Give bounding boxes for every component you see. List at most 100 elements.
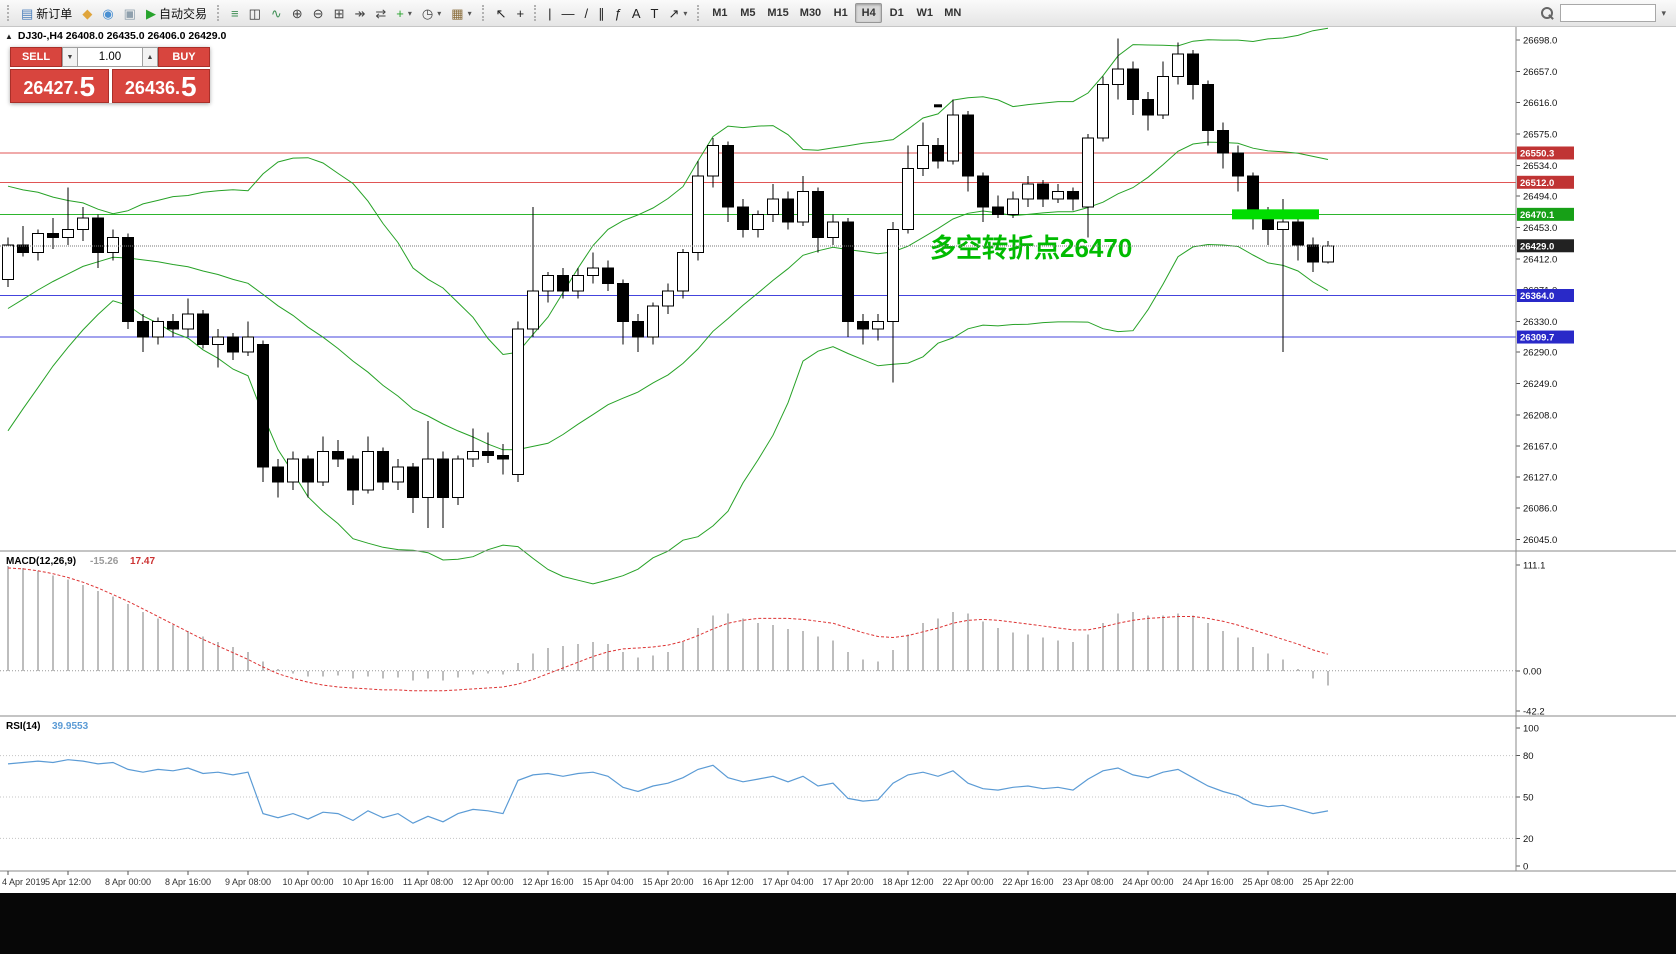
candle: [1322, 245, 1334, 263]
candle: [587, 267, 599, 277]
candle: [392, 466, 404, 483]
line-chart-icon: ∿: [270, 5, 282, 21]
vertical-line-button[interactable]: |: [543, 2, 556, 24]
text-label-icon: T: [650, 5, 659, 21]
templates-dropdown-icon[interactable]: ▾: [467, 8, 472, 18]
timeframe-w1[interactable]: W1: [911, 3, 938, 23]
price-tag: [1517, 146, 1574, 160]
candle: [857, 321, 869, 330]
bollinger-upper: [7, 27, 1329, 356]
trendline-button[interactable]: /: [579, 2, 593, 24]
svg-text:26167.0: 26167.0: [1523, 442, 1557, 453]
toolbar-groups: ▤ 新订单 ◆ ◉ ▣ ▶ 自动交易 ≡ ◫ ∿ ⊕ ⊖ ⊞ ↠ ⇄ + ▾ ◷ ▾ ▦ ▾ ↖ + | — / ∥ ƒ A T ↗ ▾: [4, 2, 694, 24]
buy-button[interactable]: BUY: [158, 47, 210, 67]
candle: [752, 213, 764, 231]
toolbar-grip: [697, 5, 702, 21]
periods-button[interactable]: ◷ ▾: [417, 2, 446, 24]
candle: [212, 336, 224, 345]
svg-text:26330.0: 26330.0: [1523, 317, 1557, 328]
timeframe-m30[interactable]: M30: [795, 3, 826, 23]
svg-text:26249.0: 26249.0: [1523, 379, 1557, 390]
fibonacci-button[interactable]: ƒ: [610, 2, 627, 24]
sell-price[interactable]: 26427. 5: [10, 69, 109, 103]
svg-text:25 Apr 08:00: 25 Apr 08:00: [1242, 877, 1293, 887]
line-chart-button[interactable]: ∿: [266, 2, 287, 24]
toolbar-search-input[interactable]: [1560, 4, 1657, 22]
candle: [992, 206, 1004, 215]
candle: [362, 451, 374, 491]
candle: [842, 221, 854, 323]
zoom-in-button[interactable]: ⊕: [287, 2, 308, 24]
timeframe-mn[interactable]: MN: [939, 3, 966, 23]
svg-text:26045.0: 26045.0: [1523, 535, 1557, 546]
buy-price-frac: 5: [180, 71, 197, 103]
candle: [722, 145, 734, 208]
templates-button[interactable]: ▦ ▾: [446, 2, 476, 24]
equidistant-channel-button[interactable]: ∥: [593, 2, 610, 24]
arrows-dropdown-icon[interactable]: ▾: [683, 8, 688, 18]
svg-text:4 Apr 2019: 4 Apr 2019: [2, 877, 46, 887]
candlestick-chart-button[interactable]: ◫: [244, 2, 266, 24]
cursor-button[interactable]: ↖: [491, 2, 512, 24]
indicators-button[interactable]: + ▾: [391, 2, 417, 24]
search-dropdown-icon[interactable]: ▾: [1661, 7, 1666, 18]
chart-shift-button[interactable]: ⇄: [370, 2, 391, 24]
timeframe-d1[interactable]: D1: [883, 3, 910, 23]
text-button[interactable]: A: [627, 2, 646, 24]
candle: [827, 221, 839, 238]
candle: [1202, 83, 1214, 131]
timeframe-m15[interactable]: M15: [762, 3, 793, 23]
svg-text:12 Apr 00:00: 12 Apr 00:00: [462, 877, 513, 887]
svg-text:26657.0: 26657.0: [1523, 67, 1557, 78]
periods-dropdown-icon[interactable]: ▾: [437, 8, 442, 18]
candle: [797, 190, 809, 223]
candle: [977, 175, 989, 208]
svg-text:26086.0: 26086.0: [1523, 504, 1557, 515]
turning-point-annotation[interactable]: 多空转折点26470: [930, 233, 1132, 263]
candle: [257, 343, 269, 468]
price-tag: [1517, 175, 1574, 189]
candle: [572, 275, 584, 292]
volume-decrease-button[interactable]: ▼: [62, 47, 78, 67]
timeframe-m1[interactable]: M1: [706, 3, 733, 23]
turning-point-highlight[interactable]: [1232, 209, 1319, 220]
chart-canvas[interactable]: 26698.0 26657.0 26616.0 26575.0 26534.0 26494…: [0, 27, 1676, 893]
bar-chart-button[interactable]: ≡: [226, 2, 244, 24]
timeframe-m5[interactable]: M5: [734, 3, 761, 23]
candle: [1112, 68, 1124, 85]
tile-windows-button[interactable]: ⊞: [329, 2, 350, 24]
svg-text:26616.0: 26616.0: [1523, 98, 1557, 109]
vertical-line-icon: |: [548, 5, 552, 21]
indicators-dropdown-icon[interactable]: ▾: [407, 8, 412, 18]
crosshair-button[interactable]: +: [511, 2, 529, 24]
market-button[interactable]: ◉: [97, 2, 118, 24]
search-icon[interactable]: [1540, 6, 1555, 21]
zoom-out-button[interactable]: ⊖: [308, 2, 329, 24]
timeframe-h1[interactable]: H1: [827, 3, 854, 23]
arrows-button[interactable]: ↗ ▾: [663, 2, 692, 24]
text-label-button[interactable]: T: [646, 2, 664, 24]
volume-input[interactable]: [78, 47, 142, 67]
horizontal-line-button[interactable]: —: [556, 2, 579, 24]
trendline-icon: /: [584, 5, 589, 21]
buy-price[interactable]: 26436. 5: [111, 69, 210, 103]
candle: [197, 313, 209, 345]
chart-window[interactable]: 26698.0 26657.0 26616.0 26575.0 26534.0 26494…: [0, 27, 1676, 893]
candle: [1292, 221, 1304, 246]
mql-editor-button[interactable]: ◆: [77, 2, 97, 24]
chart-marker[interactable]: [934, 104, 942, 108]
new-order-button[interactable]: ▤ 新订单: [16, 2, 77, 24]
auto-scroll-button[interactable]: ↠: [349, 2, 370, 24]
one-click-toggle-icon[interactable]: ▲: [5, 31, 13, 41]
svg-text:24 Apr 16:00: 24 Apr 16:00: [1182, 877, 1233, 887]
svg-text:80: 80: [1523, 751, 1534, 762]
timeframe-h4[interactable]: H4: [855, 3, 883, 23]
signals-button[interactable]: ▣: [119, 2, 141, 24]
candle: [1307, 244, 1319, 263]
candle: [482, 451, 494, 456]
candle: [647, 305, 659, 338]
sell-button[interactable]: SELL: [10, 47, 62, 67]
candle: [692, 175, 704, 254]
autotrading-button[interactable]: ▶ 自动交易: [141, 2, 212, 24]
volume-increase-button[interactable]: ▲: [142, 47, 158, 67]
